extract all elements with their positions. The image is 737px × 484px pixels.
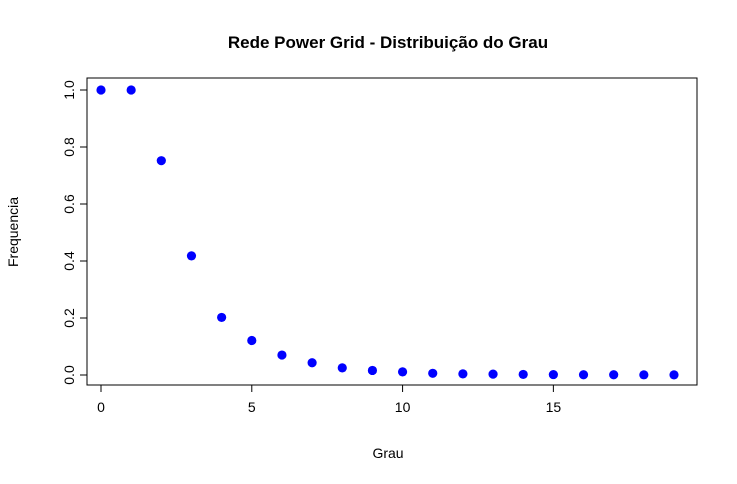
- data-point: [578, 370, 589, 380]
- data-points: [96, 85, 679, 380]
- data-point: [247, 335, 257, 346]
- y-tick-label: 0.6: [61, 194, 77, 214]
- data-point: [458, 369, 468, 379]
- y-axis-label: Frequencia: [5, 197, 21, 267]
- data-point: [518, 369, 528, 380]
- data-point: [639, 370, 649, 380]
- data-point: [367, 365, 378, 376]
- data-point: [126, 85, 136, 95]
- x-axis-label: Grau: [372, 445, 403, 461]
- x-axis: 0 5 10 15: [97, 384, 562, 415]
- data-point: [307, 358, 317, 368]
- data-point: [397, 367, 408, 377]
- y-tick-label: 1.0: [61, 80, 77, 100]
- data-point: [337, 363, 347, 373]
- data-point: [669, 370, 679, 380]
- x-tick-label: 0: [97, 399, 105, 415]
- data-point: [548, 369, 558, 380]
- data-point: [277, 350, 287, 360]
- y-tick-label: 0.8: [61, 137, 77, 157]
- data-point: [488, 369, 498, 379]
- plot-box: [86, 77, 698, 386]
- y-tick-label: 0.2: [61, 308, 77, 328]
- x-tick-label: 15: [546, 399, 562, 415]
- data-point: [609, 370, 619, 380]
- data-point: [186, 251, 197, 261]
- x-tick-label: 10: [395, 399, 411, 415]
- data-point: [428, 368, 438, 378]
- y-tick-label: 0.0: [61, 365, 77, 385]
- data-point: [156, 156, 166, 166]
- y-axis: 0.0 0.2 0.4 0.6 0.8 1.0: [61, 80, 88, 385]
- data-point: [217, 312, 227, 323]
- y-tick-label: 0.4: [61, 251, 77, 271]
- chart-title: Rede Power Grid - Distribuição do Grau: [228, 33, 548, 52]
- x-tick-label: 5: [248, 399, 256, 415]
- data-point: [96, 85, 106, 95]
